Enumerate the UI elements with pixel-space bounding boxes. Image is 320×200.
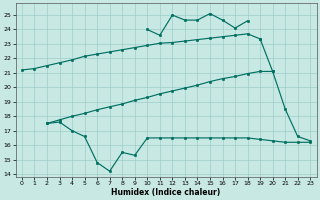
X-axis label: Humidex (Indice chaleur): Humidex (Indice chaleur) <box>111 188 221 197</box>
